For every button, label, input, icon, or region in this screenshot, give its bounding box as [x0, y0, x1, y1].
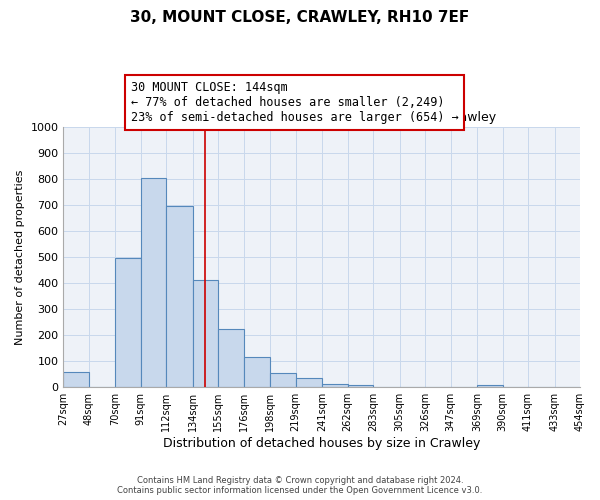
- Y-axis label: Number of detached properties: Number of detached properties: [15, 170, 25, 344]
- Text: 30 MOUNT CLOSE: 144sqm
← 77% of detached houses are smaller (2,249)
23% of semi-: 30 MOUNT CLOSE: 144sqm ← 77% of detached…: [131, 81, 458, 124]
- Text: Contains HM Land Registry data © Crown copyright and database right 2024.
Contai: Contains HM Land Registry data © Crown c…: [118, 476, 482, 495]
- Bar: [193, 280, 218, 387]
- Bar: [322, 384, 348, 387]
- Bar: [296, 378, 322, 387]
- Text: 30, MOUNT CLOSE, CRAWLEY, RH10 7EF: 30, MOUNT CLOSE, CRAWLEY, RH10 7EF: [130, 10, 470, 25]
- Bar: [244, 358, 270, 387]
- Bar: [64, 372, 89, 387]
- Bar: [115, 258, 141, 387]
- Bar: [270, 373, 296, 387]
- Bar: [348, 386, 373, 387]
- Bar: [141, 178, 166, 387]
- Bar: [218, 329, 244, 387]
- X-axis label: Distribution of detached houses by size in Crawley: Distribution of detached houses by size …: [163, 437, 481, 450]
- Title: Size of property relative to detached houses in Crawley: Size of property relative to detached ho…: [148, 112, 496, 124]
- Bar: [477, 386, 503, 387]
- Bar: [166, 206, 193, 387]
